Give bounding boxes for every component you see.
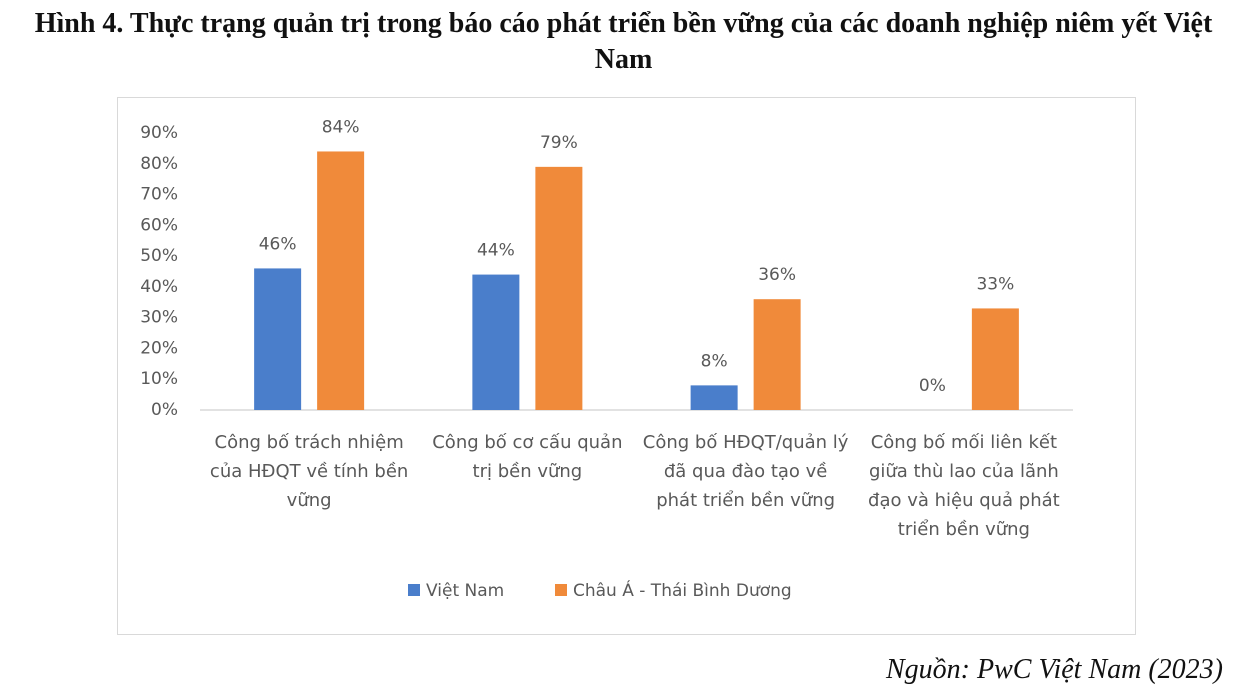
chart-title: Hình 4. Thực trạng quản trị trong báo cá… <box>34 8 1213 75</box>
x-tick-label: Công bố HĐQT/quản lý đã qua đào tạo về p… <box>642 432 849 511</box>
y-tick-label: 0% <box>151 400 178 420</box>
value-label: 79% <box>540 133 578 153</box>
y-tick-label: 10% <box>140 369 178 389</box>
bar <box>690 385 738 410</box>
legend-swatch <box>408 584 420 596</box>
legend-swatch <box>555 584 567 596</box>
y-tick-label: 60% <box>140 215 178 235</box>
value-label: 36% <box>758 265 796 285</box>
source: Nguồn: PwC Việt Nam (2023) <box>885 654 1223 685</box>
value-label: 0% <box>919 376 946 396</box>
chart-frame <box>117 97 1136 635</box>
bar <box>254 268 302 410</box>
y-tick-label: 30% <box>140 308 178 328</box>
value-label: 84% <box>322 117 360 137</box>
y-tick-label: 20% <box>140 338 178 358</box>
x-tick-label: Công bố mối liên kết giữa thù lao của lã… <box>868 432 1060 540</box>
value-label: 8% <box>701 351 728 371</box>
y-tick-label: 50% <box>140 246 178 266</box>
bar <box>971 308 1019 410</box>
legend-label: Việt Nam <box>426 581 504 601</box>
x-tick-label: Công bố cơ cấu quản trị bền vững <box>432 432 623 482</box>
y-tick-label: 70% <box>140 185 178 205</box>
x-tick-label: Công bố trách nhiệm của HĐQT về tính bền… <box>209 432 409 511</box>
y-tick-label: 90% <box>140 123 178 143</box>
value-label: 33% <box>976 274 1014 294</box>
value-label: 44% <box>477 241 515 261</box>
bar <box>535 166 583 410</box>
bar <box>472 274 520 410</box>
value-label: 46% <box>259 234 297 254</box>
y-tick-label: 40% <box>140 277 178 297</box>
bar <box>753 299 801 410</box>
bar <box>317 151 365 410</box>
y-tick-label: 80% <box>140 154 178 174</box>
legend-label: Châu Á - Thái Bình Dương <box>573 579 792 601</box>
